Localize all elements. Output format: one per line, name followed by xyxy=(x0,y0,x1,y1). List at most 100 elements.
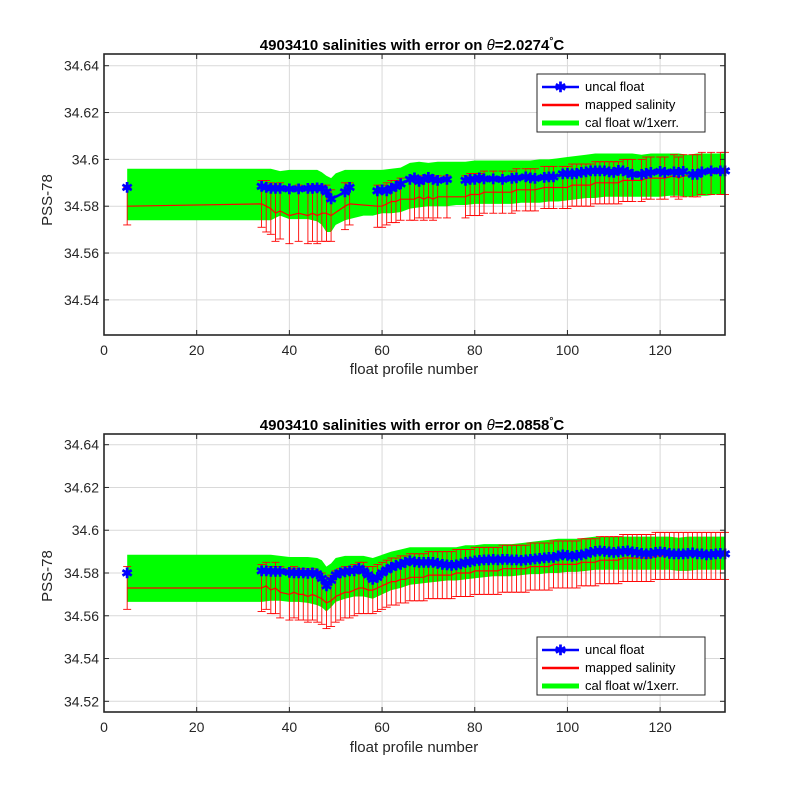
uncal-float-marker: ✱ xyxy=(701,547,713,563)
top-legend-band-label: cal float w/1xerr. xyxy=(585,115,679,130)
uncal-float-marker: ✱ xyxy=(474,553,486,569)
bottom-ylabel: PSS-78 xyxy=(39,550,56,602)
uncal-float-marker: ✱ xyxy=(311,180,323,196)
uncal-float-marker: ✱ xyxy=(302,181,314,197)
uncal-float-marker: ✱ xyxy=(654,544,666,560)
uncal-float-marker: ✱ xyxy=(529,171,541,187)
uncal-float-marker: ✱ xyxy=(617,544,629,560)
uncal-float-marker: ✱ xyxy=(325,572,337,588)
uncal-float-marker: ✱ xyxy=(650,545,662,561)
top-legend-uncal-marker: ✱ xyxy=(555,79,567,95)
uncal-float-marker: ✱ xyxy=(608,164,620,180)
y-tick-label: 34.6 xyxy=(72,522,99,538)
uncal-float-marker: ✱ xyxy=(538,550,550,566)
uncal-float-marker: ✱ xyxy=(571,547,583,563)
x-tick-label: 0 xyxy=(100,719,108,735)
uncal-float-marker: ✱ xyxy=(543,169,555,185)
uncal-float-marker: ✱ xyxy=(399,555,411,571)
x-tick-label: 100 xyxy=(556,719,580,735)
uncal-float-marker: ✱ xyxy=(557,547,569,563)
uncal-float-marker: ✱ xyxy=(687,167,699,183)
uncal-float-marker: ✱ xyxy=(636,545,648,561)
uncal-float-marker: ✱ xyxy=(640,546,652,562)
uncal-float-marker: ✱ xyxy=(585,545,597,561)
uncal-float-marker: ✱ xyxy=(450,557,462,573)
top-legend-mapped-label: mapped salinity xyxy=(585,97,676,112)
uncal-float-marker: ✱ xyxy=(464,554,476,570)
uncal-float-line xyxy=(261,549,726,588)
uncal-float-marker: ✱ xyxy=(441,557,453,573)
uncal-float-marker: ✱ xyxy=(566,548,578,564)
uncal-float-line xyxy=(261,185,351,201)
uncal-float-marker: ✱ xyxy=(404,553,416,569)
bottom-uncal-line: ✱ ✱✱✱✱✱✱✱✱✱✱✱✱✱✱✱✱✱✱✱✱✱✱✱✱✱✱✱✱✱✱✱✱✱✱✱✱✱✱✱… xyxy=(121,543,731,594)
y-tick-label: 34.54 xyxy=(64,651,99,667)
uncal-float-marker: ✱ xyxy=(316,181,328,197)
uncal-float-marker: ✱ xyxy=(339,184,351,200)
uncal-float-marker: ✱ xyxy=(372,183,384,199)
uncal-float-marker: ✱ xyxy=(409,170,421,186)
uncal-float-marker: ✱ xyxy=(538,170,550,186)
uncal-float-marker: ✱ xyxy=(557,166,569,182)
top-xlabel: float profile number xyxy=(350,361,478,378)
uncal-float-marker: ✱ xyxy=(613,163,625,179)
uncal-float-marker: ✱ xyxy=(492,552,504,568)
uncal-float-marker: ✱ xyxy=(321,578,333,594)
uncal-float-marker: ✱ xyxy=(483,552,495,568)
uncal-float-marker: ✱ xyxy=(260,179,272,195)
uncal-float-marker: ✱ xyxy=(645,545,657,561)
x-tick-label: 120 xyxy=(648,719,672,735)
uncal-float-marker: ✱ xyxy=(265,563,277,579)
uncal-float-line xyxy=(377,176,448,193)
uncal-float-marker: ✱ xyxy=(432,172,444,188)
uncal-float-marker: ✱ xyxy=(265,181,277,197)
uncal-float-marker: ✱ xyxy=(589,163,601,179)
bottom-legend-uncal-marker: ✱ xyxy=(555,642,567,658)
uncal-float-marker: ✱ xyxy=(423,170,435,186)
uncal-float-marker: ✱ xyxy=(436,556,448,572)
uncal-float-marker: ✱ xyxy=(381,562,393,578)
uncal-float-marker: ✱ xyxy=(441,171,453,187)
uncal-float-marker: ✱ xyxy=(622,165,634,181)
bottom-legend-uncal-label: uncal float xyxy=(585,642,645,657)
uncal-float-marker: ✱ xyxy=(256,178,268,194)
uncal-float-marker: ✱ xyxy=(381,183,393,199)
bottom-axes-frame xyxy=(103,433,726,713)
uncal-float-marker: ✱ xyxy=(687,545,699,561)
y-tick-label: 34.62 xyxy=(64,105,99,121)
uncal-float-marker: ✱ xyxy=(270,181,282,197)
uncal-float-marker: ✱ xyxy=(274,181,286,197)
uncal-float-marker: ✱ xyxy=(599,163,611,179)
uncal-float-marker: ✱ xyxy=(418,171,430,187)
uncal-float-marker: ✱ xyxy=(589,544,601,560)
x-tick-label: 80 xyxy=(467,342,483,358)
uncal-float-marker: ✱ xyxy=(520,552,532,568)
uncal-float-marker: ✱ xyxy=(524,552,536,568)
top-legend: ✱ uncal float mapped salinity cal float … xyxy=(536,73,706,133)
uncal-float-marker: ✱ xyxy=(284,564,296,580)
top-panel: 4903410 salinities with error on θ=2.027… xyxy=(39,36,731,378)
uncal-float-marker: ✱ xyxy=(529,551,541,567)
x-tick-label: 40 xyxy=(282,342,298,358)
uncal-float-marker: ✱ xyxy=(580,164,592,180)
uncal-float-marker: ✱ xyxy=(714,545,726,561)
uncal-float-marker: ✱ xyxy=(432,555,444,571)
uncal-float-marker: ✱ xyxy=(608,545,620,561)
bottom-legend-band-label: cal float w/1xerr. xyxy=(585,678,679,693)
uncal-float-marker: ✱ xyxy=(455,556,467,572)
uncal-float-marker: ✱ xyxy=(297,565,309,581)
uncal-float-marker: ✱ xyxy=(260,563,272,579)
uncal-float-marker: ✱ xyxy=(617,163,629,179)
uncal-float-marker: ✱ xyxy=(390,178,402,194)
uncal-float-marker: ✱ xyxy=(515,553,527,569)
uncal-float-marker: ✱ xyxy=(307,180,319,196)
uncal-float-marker: ✱ xyxy=(626,167,638,183)
uncal-float-marker: ✱ xyxy=(696,546,708,562)
uncal-float-marker: ✱ xyxy=(274,563,286,579)
uncal-float-marker: ✱ xyxy=(668,164,680,180)
uncal-float-marker: ✱ xyxy=(673,164,685,180)
uncal-float-marker: ✱ xyxy=(469,553,481,569)
uncal-float-marker: ✱ xyxy=(325,191,337,207)
uncal-float-marker: ✱ xyxy=(427,171,439,187)
uncal-float-marker: ✱ xyxy=(594,163,606,179)
